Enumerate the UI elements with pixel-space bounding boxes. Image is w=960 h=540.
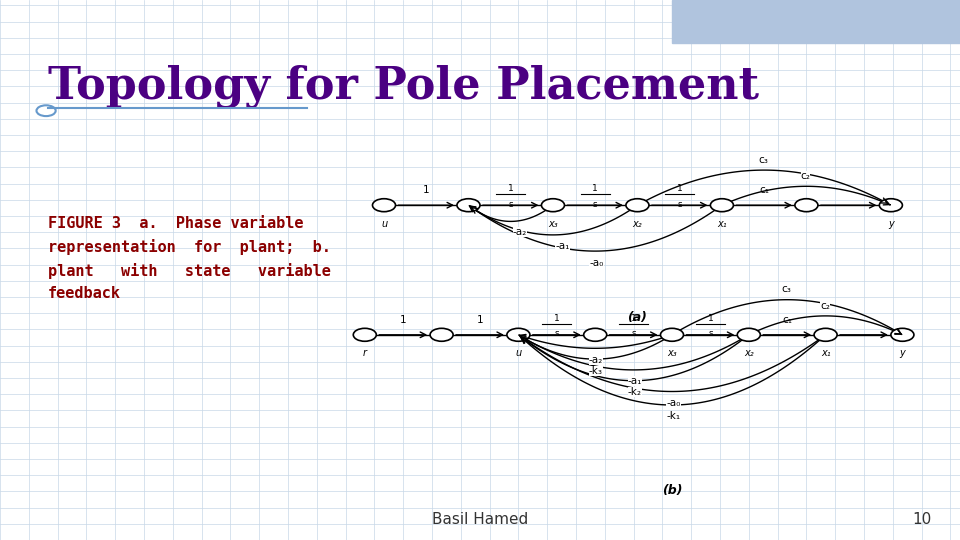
- Text: -a₀: -a₀: [589, 258, 604, 268]
- Circle shape: [710, 199, 733, 212]
- Circle shape: [457, 199, 480, 212]
- Text: x₃: x₃: [548, 219, 558, 229]
- Circle shape: [879, 199, 902, 212]
- Text: c₁: c₁: [759, 185, 769, 195]
- Text: (b): (b): [661, 484, 683, 497]
- Circle shape: [507, 328, 530, 341]
- Text: 1: 1: [708, 314, 713, 323]
- Circle shape: [814, 328, 837, 341]
- Circle shape: [584, 328, 607, 341]
- Text: s: s: [632, 329, 636, 339]
- Text: c₁: c₁: [782, 315, 792, 325]
- Circle shape: [430, 328, 453, 341]
- Text: s: s: [708, 329, 712, 339]
- Text: Basil Hamed: Basil Hamed: [432, 511, 528, 526]
- Text: -k₂: -k₂: [628, 387, 642, 397]
- Text: c₃: c₃: [781, 284, 791, 294]
- Text: x₂: x₂: [744, 348, 754, 359]
- Text: x₁: x₁: [821, 348, 830, 359]
- Circle shape: [353, 328, 376, 341]
- Circle shape: [660, 328, 684, 341]
- Text: -k₁: -k₁: [666, 411, 681, 422]
- Text: 10: 10: [912, 511, 931, 526]
- Text: 1: 1: [554, 314, 560, 323]
- Text: -a₀: -a₀: [666, 398, 681, 408]
- Text: u: u: [381, 219, 387, 229]
- Circle shape: [891, 328, 914, 341]
- Circle shape: [737, 328, 760, 341]
- Text: -a₁: -a₁: [628, 376, 642, 387]
- Text: -a₂: -a₂: [588, 355, 603, 365]
- Text: s: s: [593, 200, 597, 209]
- Text: s: s: [678, 200, 682, 209]
- Text: x₃: x₃: [667, 348, 677, 359]
- Text: 1: 1: [423, 185, 429, 195]
- Text: c₂: c₂: [801, 171, 810, 181]
- Text: (a): (a): [628, 311, 647, 324]
- Text: 1: 1: [477, 315, 483, 325]
- Text: -k₃: -k₃: [589, 366, 603, 376]
- Text: y: y: [900, 348, 905, 359]
- Text: 1: 1: [508, 184, 514, 193]
- Circle shape: [541, 199, 564, 212]
- Text: 1: 1: [631, 314, 636, 323]
- Text: 1: 1: [400, 315, 406, 325]
- Text: c₂: c₂: [820, 300, 829, 310]
- Text: x₁: x₁: [717, 219, 727, 229]
- Circle shape: [372, 199, 396, 212]
- Text: -a₁: -a₁: [555, 241, 569, 251]
- Text: c₃: c₃: [758, 154, 768, 165]
- Text: x₂: x₂: [633, 219, 642, 229]
- Text: FIGURE 3  a.  Phase variable
representation  for  plant;  b.
plant   with   stat: FIGURE 3 a. Phase variable representatio…: [48, 216, 331, 301]
- Circle shape: [626, 199, 649, 212]
- Text: s: s: [555, 329, 559, 339]
- Text: 1: 1: [677, 184, 683, 193]
- Text: s: s: [509, 200, 513, 209]
- Text: -a₂: -a₂: [513, 227, 527, 237]
- Text: u: u: [516, 348, 521, 359]
- Circle shape: [795, 199, 818, 212]
- Text: r: r: [363, 348, 367, 359]
- Text: y: y: [888, 219, 894, 229]
- Text: Topology for Pole Placement: Topology for Pole Placement: [48, 65, 759, 109]
- Bar: [672, 0, 960, 43]
- Text: 1: 1: [592, 184, 598, 193]
